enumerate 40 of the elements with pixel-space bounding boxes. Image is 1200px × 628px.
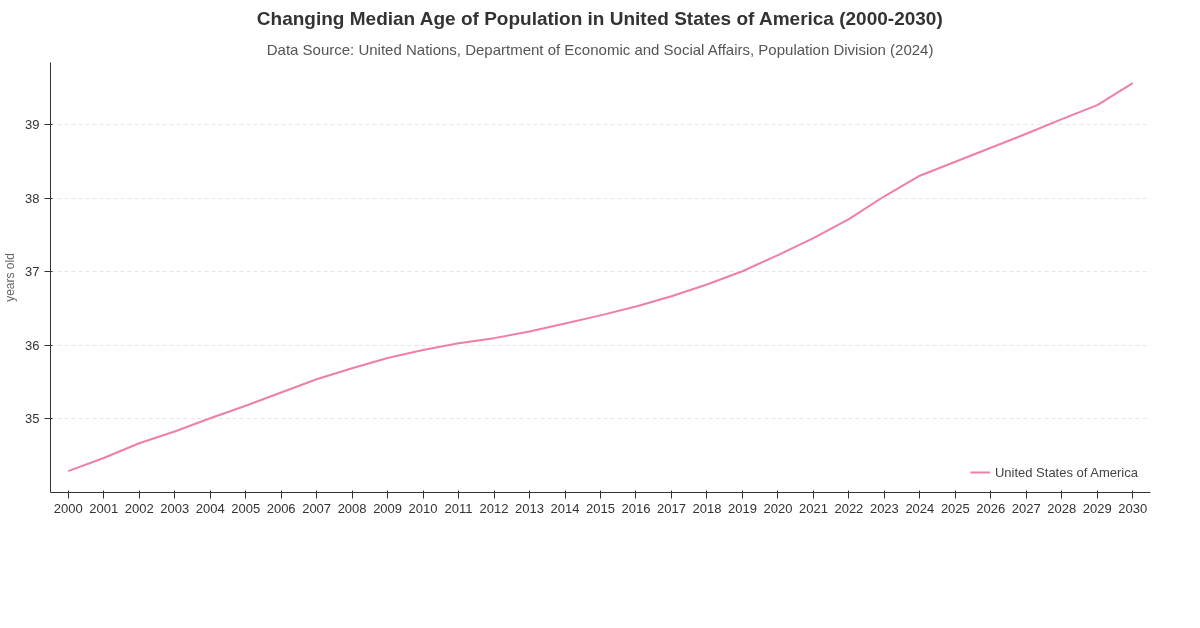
x-tick-label: 2024 <box>905 500 935 516</box>
chart-title: Changing Median Age of Population in United States of America (2000-2030) <box>256 7 943 29</box>
x-tick-label: 2022 <box>834 500 864 516</box>
x-tick-label: 2006 <box>266 500 296 516</box>
x-tick-label: 2007 <box>302 500 332 516</box>
x-tick-label: 2025 <box>940 500 970 516</box>
x-tick-label: 2010 <box>408 500 438 516</box>
x-tick-label: 2027 <box>1011 500 1041 516</box>
y-tick-label: 39 <box>25 117 40 133</box>
x-tick-label: 2004 <box>195 500 225 516</box>
x-tick-label: 2001 <box>89 500 119 516</box>
x-tick-label: 2021 <box>798 500 828 516</box>
chart-subtitle: Data Source: United Nations, Department of Economic and Social Affairs, Population Division (2024) <box>266 40 934 58</box>
x-tick-label: 2012 <box>479 500 509 516</box>
x-tick-label: 2019 <box>727 500 757 516</box>
x-tick-label: 2002 <box>124 500 154 516</box>
y-tick-label: 35 <box>25 411 40 427</box>
x-tick-label: 2017 <box>657 500 686 516</box>
x-tick-label: 2008 <box>337 500 367 516</box>
x-tick-label: 2030 <box>1118 500 1148 516</box>
x-tick-label: 2028 <box>1047 500 1077 516</box>
x-tick-label: 2011 <box>444 500 473 516</box>
x-tick-label: 2005 <box>231 500 261 516</box>
x-tick-label: 2016 <box>621 500 651 516</box>
y-tick-label: 38 <box>25 190 40 206</box>
x-tick-label: 2009 <box>373 500 403 516</box>
x-tick-label: 2015 <box>586 500 615 516</box>
x-tick-label: 2029 <box>1082 500 1112 516</box>
x-tick-label: 2014 <box>550 500 580 516</box>
x-tick-label: 2003 <box>160 500 190 516</box>
x-tick-label: 2023 <box>869 500 899 516</box>
x-tick-label: 2013 <box>515 500 544 516</box>
y-axis-title: years old <box>3 253 18 302</box>
y-tick-label: 36 <box>25 337 40 353</box>
legend-label: United States of America <box>994 464 1138 480</box>
x-tick-label: 2000 <box>53 500 83 516</box>
y-tick-label: 37 <box>25 264 40 280</box>
x-tick-label: 2018 <box>692 500 722 516</box>
x-tick-label: 2020 <box>763 500 793 516</box>
x-tick-label: 2026 <box>976 500 1006 516</box>
